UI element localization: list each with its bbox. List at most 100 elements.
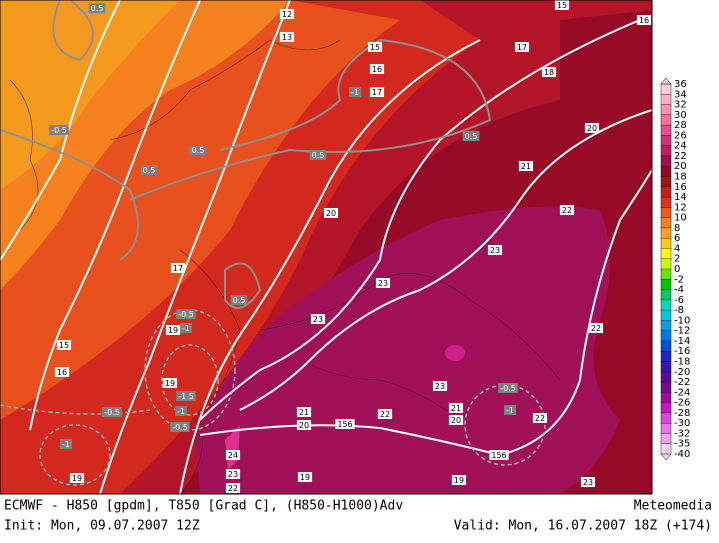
- isoline-label-box: [279, 9, 295, 19]
- advection-label: -0.5: [172, 423, 188, 432]
- advection-label-box: [349, 87, 361, 97]
- colorbar-swatch: [660, 422, 672, 435]
- warm-zone-light: [0, 0, 180, 190]
- colorbar-label: -30: [674, 418, 690, 429]
- colorbar-label: 8: [674, 223, 680, 234]
- isoline-label: 156: [491, 451, 506, 460]
- advection-label-box: [49, 125, 69, 135]
- advection-label-box: [504, 405, 516, 415]
- isoline-label-box: [451, 475, 467, 485]
- isoline-label: 17: [517, 43, 527, 52]
- advection-label: 0.5: [312, 151, 325, 160]
- isoline-label: 22: [380, 410, 390, 419]
- colorbar-label: -40: [674, 449, 690, 460]
- advection-label: -0.5: [51, 126, 67, 135]
- colorbar-swatch: [660, 217, 672, 229]
- isoline-label-box: [559, 205, 575, 215]
- colorbar-swatch: [660, 83, 672, 95]
- colorbar-swatch: [660, 433, 672, 445]
- isoline-label-box: [369, 64, 385, 74]
- isoline-label-box: [367, 42, 383, 52]
- colorbar: 363432302826242220181614121086420-2-4-6-…: [660, 77, 690, 461]
- isoline-label: 15: [370, 43, 380, 52]
- colorbar-label: -24: [674, 387, 690, 398]
- footer-valid: Valid: Mon, 16.07.2007 18Z (+174): [454, 519, 712, 534]
- isoline-label: 19: [454, 476, 464, 485]
- isoline-label: 23: [313, 315, 323, 324]
- isoline-label-box: [56, 340, 72, 350]
- advection-label-box: [175, 406, 187, 416]
- isoline-label: 20: [587, 124, 597, 133]
- isoline-label: 23: [378, 279, 388, 288]
- isoline-label: 22: [535, 414, 545, 423]
- isoline-label-box: [310, 314, 326, 324]
- advection-label-box: [88, 3, 106, 13]
- isolines-advection-negative: [0, 309, 546, 486]
- colorbar-label: -14: [674, 336, 690, 347]
- footer: ECMWF - H850 [gpdm], T850 [Grad C], (H85…: [4, 499, 712, 534]
- colorbar-top-cap: [660, 77, 672, 85]
- colorbar-label: 16: [674, 182, 687, 193]
- isoline-label: 15: [557, 1, 567, 10]
- colorbar-label: 2: [674, 254, 680, 265]
- advection-label-box: [102, 407, 122, 417]
- colorbar-swatch: [660, 248, 672, 260]
- colorbar-label: 20: [674, 161, 687, 172]
- footer-brand: Meteomedia: [634, 499, 712, 514]
- isoline-label: 17: [173, 264, 183, 273]
- isoline-label: 23: [228, 470, 238, 479]
- isoline-label: 20: [299, 421, 309, 430]
- colorbar-label: 4: [674, 243, 680, 254]
- isoline-label-box: [532, 413, 548, 423]
- colorbar-label: -26: [674, 398, 690, 409]
- isoline-label-box: [432, 381, 448, 391]
- isoline-label: 17: [372, 88, 382, 97]
- advection-label: 0.5: [192, 146, 205, 155]
- colorbar-label: 6: [674, 233, 680, 244]
- isoline-label: 19: [168, 326, 178, 335]
- isolines-h850: [0, 0, 653, 495]
- isoline-label: 24: [228, 451, 238, 460]
- colorbar-swatch: [660, 402, 672, 414]
- isoline-label-box: [165, 325, 181, 335]
- advection-label: 0.5: [91, 4, 104, 13]
- colorbar-swatch: [660, 166, 672, 178]
- colorbar-label: -8: [674, 305, 684, 316]
- colorbar-swatch: [660, 135, 672, 147]
- advection-label-box: [60, 439, 72, 449]
- isolines-advection: [0, 0, 492, 309]
- colorbar-label: 12: [674, 202, 687, 213]
- isoline-label-box: [584, 123, 600, 133]
- isoline-label-box: [514, 42, 530, 52]
- coastlines: [9, 39, 561, 495]
- colorbar-label: -20: [674, 367, 690, 378]
- colorbar-swatch: [660, 381, 672, 394]
- colorbar-swatch: [660, 104, 672, 116]
- advection-label-box: [230, 295, 248, 305]
- advection-label: 0.5: [465, 132, 478, 141]
- colorbar-swatch: [660, 340, 672, 352]
- advection-label: -0.5: [178, 310, 194, 319]
- isoline-label-box: [375, 278, 391, 288]
- colorbar-swatch: [660, 443, 672, 455]
- colorbar-label: -4: [674, 285, 684, 296]
- footer-title: ECMWF - H850 [gpdm], T850 [Grad C], (H85…: [4, 499, 403, 514]
- isoline-label: 21: [521, 162, 531, 171]
- isoline-label-box: [297, 472, 313, 482]
- colorbar-swatch: [660, 268, 672, 280]
- isoline-label: 19: [72, 474, 82, 483]
- isoline-label: 19: [300, 473, 310, 482]
- advection-label-box: [180, 323, 192, 333]
- isoline-label-box: [489, 450, 509, 460]
- colorbar-swatch: [660, 299, 672, 311]
- colorbar-label: 18: [674, 172, 687, 183]
- colorbar-swatch: [660, 320, 672, 332]
- advection-label-box: [462, 131, 480, 141]
- colorbar-label: -16: [674, 346, 690, 357]
- isoline-label-box: [541, 67, 557, 77]
- isoline-label: 23: [583, 478, 593, 487]
- map-labels: 12 13 15 16 15 17 16 17 18 20 21 20 22 23 17 23 23 22 15 16…: [49, 0, 652, 493]
- isoline-label-box: [580, 477, 596, 487]
- isoline-label: 13: [282, 33, 292, 42]
